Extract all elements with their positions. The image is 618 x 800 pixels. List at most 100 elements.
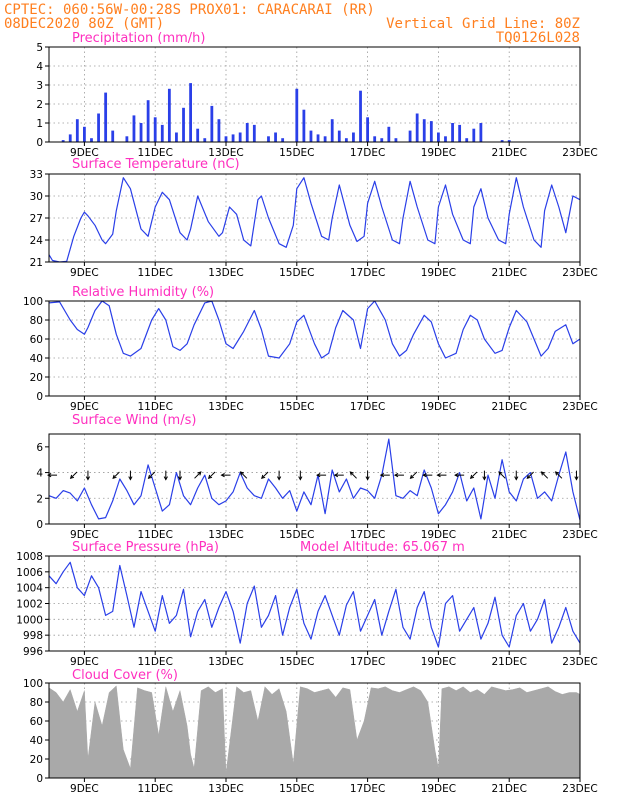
precip-bar bbox=[238, 132, 242, 142]
wind-vector-arrow bbox=[147, 471, 156, 480]
temperature-frame bbox=[48, 173, 581, 263]
precipitation-xtick-label: 21DEC bbox=[491, 147, 526, 159]
cloud-title: Cloud Cover (%) bbox=[72, 668, 178, 683]
header-run-date: 08DEC2020 80Z (GMT) bbox=[4, 16, 164, 32]
cloud-ytick-label: 100 bbox=[23, 678, 43, 690]
wind-vector-head bbox=[220, 473, 225, 478]
precip-bar bbox=[309, 130, 313, 142]
wind-vector-arrow bbox=[46, 473, 58, 478]
precip-bar bbox=[458, 124, 462, 142]
cloud-xtick-label: 9DEC bbox=[70, 783, 99, 795]
precip-bar bbox=[387, 126, 391, 142]
precip-bar bbox=[189, 83, 192, 142]
temperature-xtick-label: 15DEC bbox=[279, 267, 314, 279]
precip-bar bbox=[302, 109, 306, 142]
wind-vector-head bbox=[514, 476, 519, 481]
temperature-xtick-label: 9DEC bbox=[70, 267, 99, 279]
precip-bar bbox=[422, 119, 426, 142]
precip-bar bbox=[160, 124, 164, 142]
wind-vector-arrow bbox=[409, 471, 418, 480]
precip-bar bbox=[295, 88, 299, 142]
wind-ytick-label: 0 bbox=[36, 519, 43, 531]
precipitation-frame bbox=[48, 46, 581, 143]
temperature-panel: 21 24 27 30 33 9DEC 11DEC 13DEC 15DEC 17DEC 19DEC 2… bbox=[30, 157, 598, 279]
precip-bar bbox=[146, 100, 150, 142]
humidity-xtick-label: 15DEC bbox=[279, 401, 314, 413]
humidity-ytick-label: 100 bbox=[23, 296, 43, 308]
pressure-ytick-label: 998 bbox=[23, 630, 43, 642]
wind-xtick-label: 19DEC bbox=[421, 529, 456, 541]
temperature-ytick-label: 33 bbox=[30, 169, 43, 181]
cloud-xtick-label: 19DEC bbox=[421, 783, 456, 795]
wind-vector-arrow bbox=[526, 471, 534, 480]
wind-vector-arrow bbox=[85, 470, 91, 481]
temperature-xtick-label: 13DEC bbox=[208, 267, 243, 279]
wind-vector-head bbox=[207, 474, 213, 480]
precip-bar bbox=[330, 119, 334, 142]
header-vertical-grid: Vertical Grid Line: 80Z bbox=[386, 16, 580, 32]
cloud-ytick-label: 0 bbox=[36, 773, 43, 785]
humidity-ytick-label: 20 bbox=[30, 372, 43, 384]
wind-ytick-label: 4 bbox=[36, 468, 43, 480]
wind-vector-head bbox=[349, 471, 354, 476]
precipitation-xtick-label: 9DEC bbox=[70, 147, 99, 159]
temperature-ytick-label: 24 bbox=[30, 235, 44, 247]
precip-bar bbox=[267, 136, 270, 142]
precipitation-ytick-label: 1 bbox=[36, 118, 43, 130]
cloud-ytick-label: 60 bbox=[30, 716, 43, 728]
pressure-xtick-label: 23DEC bbox=[562, 656, 597, 668]
pressure-xtick-label: 13DEC bbox=[208, 656, 243, 668]
pressure-xtick-label: 15DEC bbox=[279, 656, 314, 668]
pressure-ytick-label: 996 bbox=[23, 646, 43, 658]
wind-title: Surface Wind (m/s) bbox=[72, 413, 196, 428]
precip-bar bbox=[429, 121, 433, 142]
precip-bar bbox=[125, 136, 129, 142]
precip-bar bbox=[380, 138, 384, 142]
wind-xtick-label: 11DEC bbox=[137, 529, 172, 541]
precip-bar bbox=[182, 107, 185, 142]
precip-bar bbox=[366, 117, 369, 142]
precip-bar bbox=[444, 136, 447, 142]
header: CPTEC: 060:56W-00:28S PROX01: CARACARAI … bbox=[4, 2, 580, 46]
pressure-xtick-label: 11DEC bbox=[137, 656, 172, 668]
wind-xtick-label: 13DEC bbox=[208, 529, 243, 541]
precipitation-ytick-label: 4 bbox=[36, 61, 43, 73]
cloud-area bbox=[49, 685, 580, 778]
humidity-frame bbox=[48, 300, 581, 397]
cloud-xtick-label: 13DEC bbox=[208, 783, 243, 795]
wind-vector-arrow bbox=[128, 470, 133, 481]
wind-frame bbox=[48, 433, 581, 525]
precip-bar bbox=[61, 140, 65, 142]
temperature-ytick-label: 27 bbox=[30, 213, 43, 225]
precip-bar bbox=[196, 128, 200, 142]
wind-vector-arrow bbox=[514, 470, 519, 481]
wind-vector-head bbox=[365, 476, 370, 481]
wind-vector-arrow bbox=[298, 470, 303, 481]
wind-series-line bbox=[49, 438, 580, 521]
temperature-xtick-label: 19DEC bbox=[421, 267, 456, 279]
wind-vector-head bbox=[112, 474, 117, 480]
wind-xtick-label: 21DEC bbox=[491, 529, 526, 541]
wind-vector-arrow bbox=[574, 470, 579, 481]
wind-vector-head bbox=[393, 473, 399, 478]
precip-bar bbox=[281, 138, 285, 142]
temperature-ytick-label: 30 bbox=[30, 191, 43, 203]
wind-vector-head bbox=[469, 474, 475, 480]
wind-vector-head bbox=[177, 476, 183, 481]
wind-vector-head bbox=[526, 474, 531, 480]
cloud-panel: 0 20 40 60 80 100 9DEC 11DEC 13DEC 15DEC 17DEC 19DE… bbox=[23, 668, 598, 795]
pressure-ytick-label: 1000 bbox=[16, 614, 43, 626]
wind-vector-shaft bbox=[148, 471, 156, 479]
precip-bar bbox=[252, 124, 256, 142]
pressure-title: Surface Pressure (hPa) bbox=[72, 540, 219, 555]
wind-vector-arrow bbox=[365, 470, 370, 481]
precip-bar bbox=[465, 138, 469, 142]
wind-vector-arrow bbox=[194, 471, 202, 479]
humidity-ytick-label: 60 bbox=[30, 334, 43, 346]
wind-vector-shaft bbox=[541, 471, 549, 479]
precip-bar bbox=[217, 119, 221, 142]
precipitation-xtick-label: 11DEC bbox=[137, 147, 172, 159]
humidity-xtick-label: 17DEC bbox=[350, 401, 385, 413]
precip-bar bbox=[437, 132, 440, 142]
precip-bar bbox=[104, 92, 108, 142]
